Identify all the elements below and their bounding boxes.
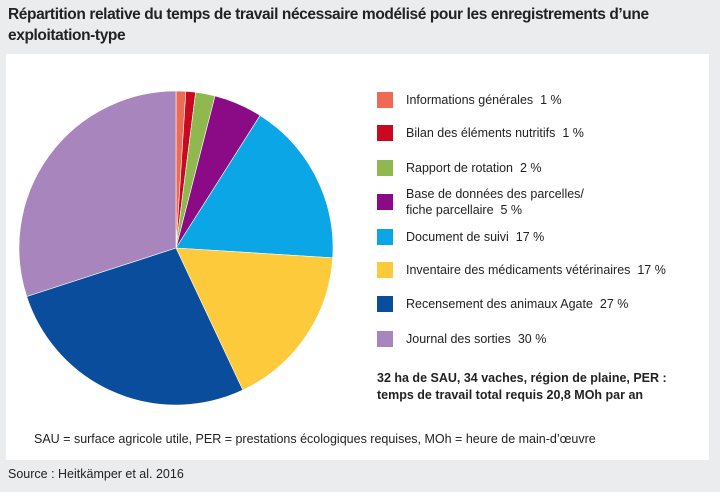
footnote: SAU = surface agricole utile, PER = pres…	[34, 432, 596, 446]
legend-swatch	[377, 92, 393, 108]
legend-label: Bilan des éléments nutritifs 1 %	[406, 126, 584, 140]
legend-label: Recensement des animaux Agate 27 %	[406, 297, 629, 311]
legend-swatch	[377, 331, 393, 347]
legend-swatch	[377, 296, 393, 312]
legend-item: Inventaire des médicaments vétérinaires …	[377, 262, 666, 278]
pie-slice-7	[18, 90, 177, 297]
legend-label: Document de suivi 17 %	[406, 230, 545, 244]
legend-swatch	[377, 229, 393, 245]
source: Source : Heitkämper et al. 2016	[8, 467, 184, 481]
note-line-1: 32 ha de SAU, 34 vaches, région de plain…	[377, 371, 667, 385]
legend-swatch	[377, 125, 393, 141]
pie-chart	[18, 90, 334, 406]
note-line-2: temps de travail total requis 20,8 MOh p…	[377, 388, 644, 402]
legend-label: Base de données des parcelles/fiche parc…	[406, 186, 584, 218]
legend-label-line: Base de données des parcelles/	[406, 187, 584, 201]
legend-item: Rapport de rotation 2 %	[377, 160, 542, 176]
pie-slice-6	[26, 247, 244, 406]
legend-label: Informations générales 1 %	[406, 93, 562, 107]
legend-label-line: fiche parcellaire 5 %	[406, 203, 523, 217]
legend-item: Informations générales 1 %	[377, 92, 562, 108]
chart-note: 32 ha de SAU, 34 vaches, région de plain…	[377, 370, 667, 404]
legend-label: Journal des sorties 30 %	[406, 332, 547, 346]
legend-item: Base de données des parcelles/fiche parc…	[377, 186, 584, 218]
legend-swatch	[377, 262, 393, 278]
legend-item: Document de suivi 17 %	[377, 229, 544, 245]
legend-label: Inventaire des médicaments vétérinaires …	[406, 263, 666, 277]
pie-slice-5	[175, 247, 334, 391]
legend-swatch	[377, 194, 393, 210]
legend-item: Recensement des animaux Agate 27 %	[377, 296, 628, 312]
chart-panel: Informations générales 1 % Bilan des élém…	[6, 54, 709, 460]
legend-item: Bilan des éléments nutritifs 1 %	[377, 125, 584, 141]
pie-slice-4	[175, 115, 334, 259]
legend-swatch	[377, 160, 393, 176]
chart-title: Répartition relative du temps de travail…	[8, 6, 649, 44]
legend-label: Rapport de rotation 2 %	[406, 161, 542, 175]
legend-item: Journal des sorties 30 %	[377, 331, 546, 347]
